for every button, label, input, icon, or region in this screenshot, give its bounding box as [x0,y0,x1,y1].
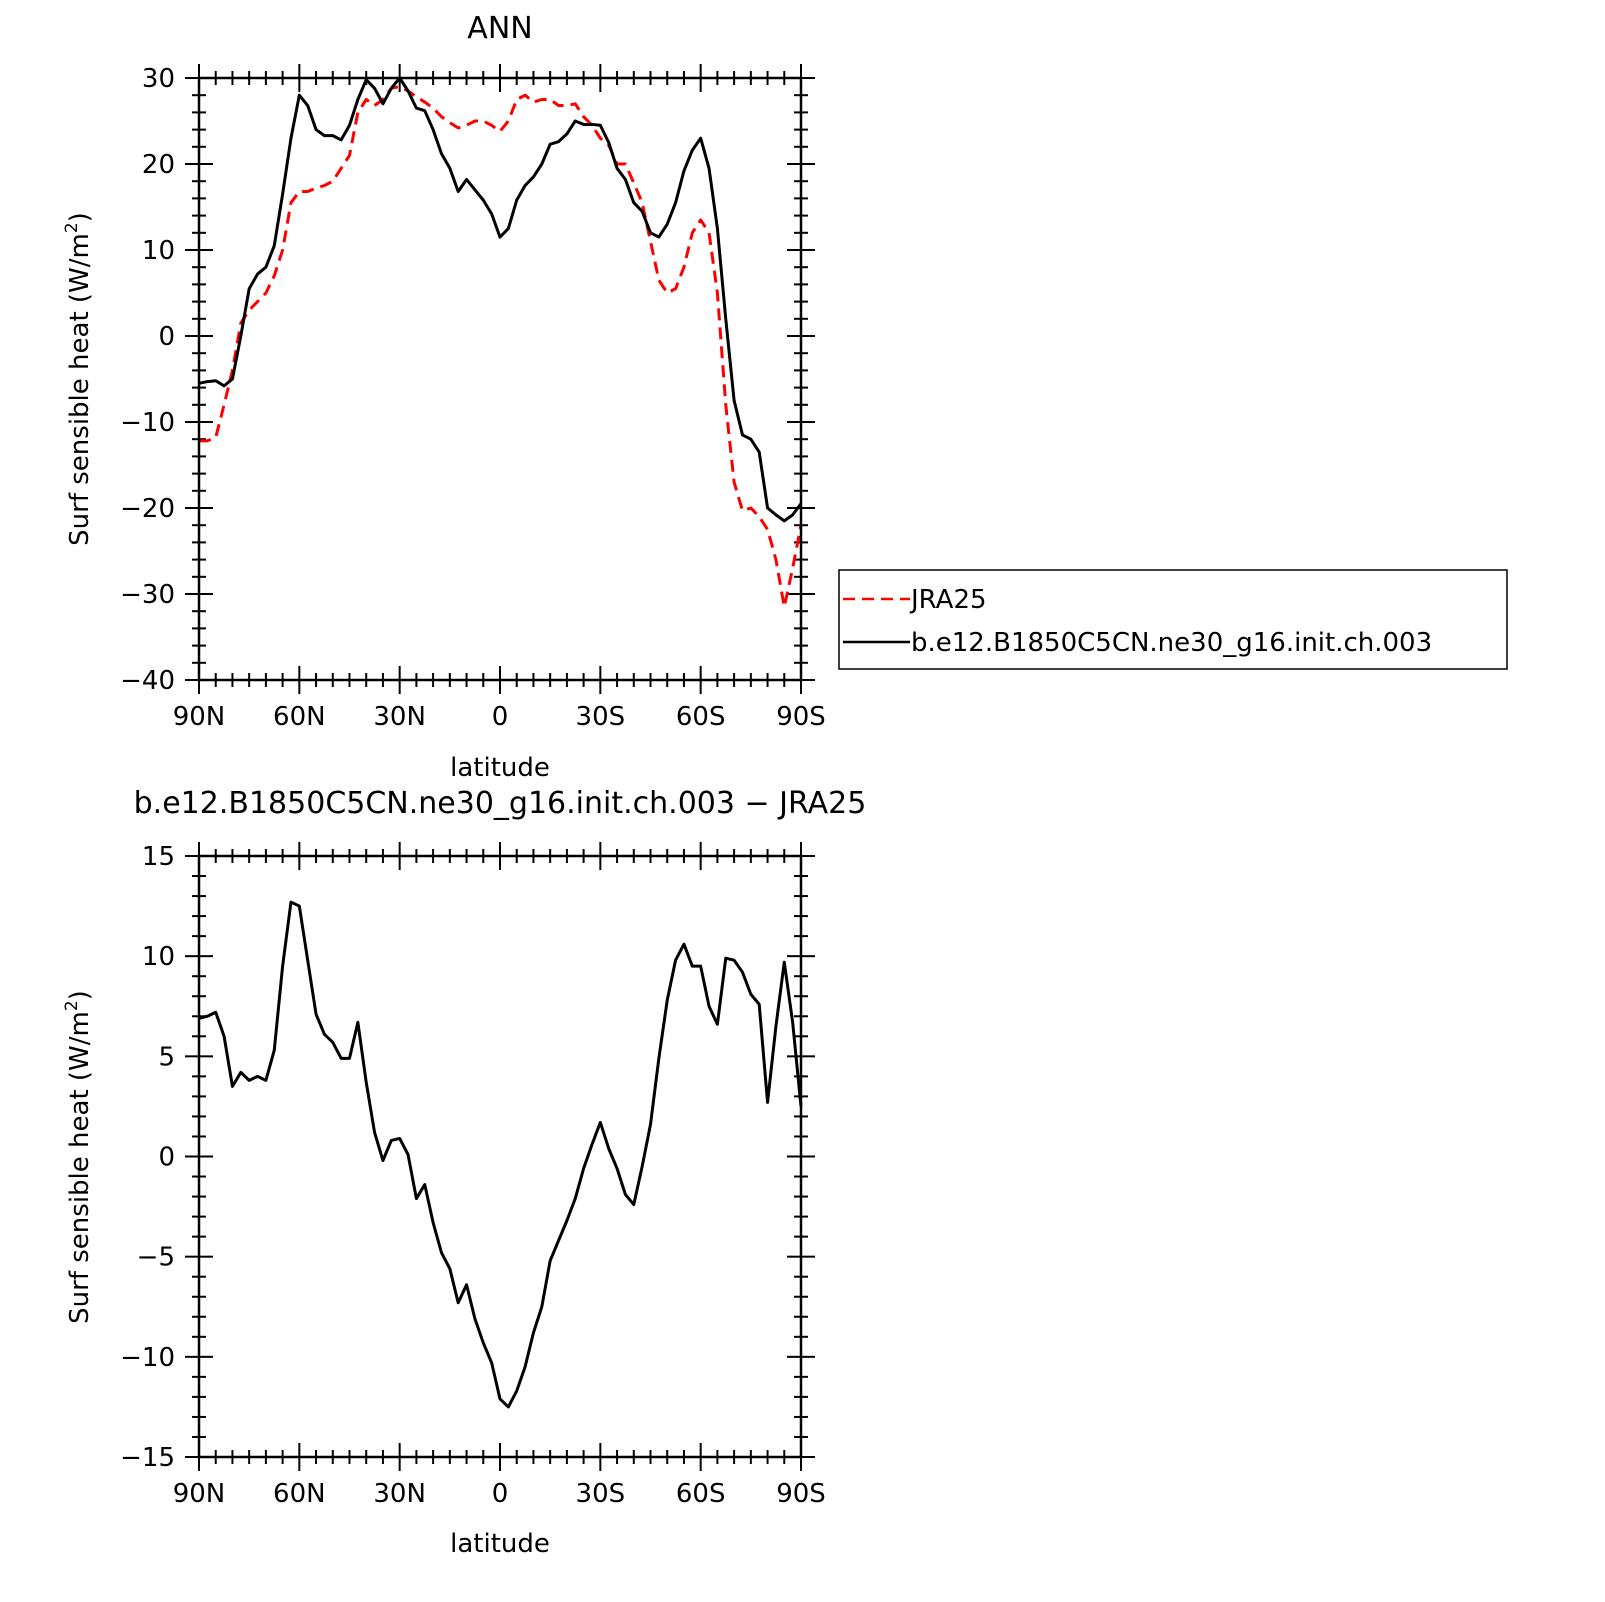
bottom-plot-frame [197,854,803,1459]
y-tick-label: −40 [120,666,175,696]
x-tick-label: 30S [576,702,626,732]
bottom-x-axis-title: latitude [450,1529,550,1559]
bottom-series-lines [198,900,803,1409]
x-tick-label: 90S [776,1479,826,1509]
top-series-line-1 [198,76,803,523]
top-y-axis-title: Surf sensible heat (W/m2) [62,212,95,546]
top-plot-frame [197,76,803,682]
x-tick-label: 30N [373,702,426,732]
top-x-axis-title: latitude [450,753,550,783]
legend-label-jra25: JRA25 [909,585,987,615]
y-tick-label: 20 [142,150,175,180]
bottom-y-axis-title-sup: 2 [62,1000,82,1011]
top-series-lines [198,76,803,609]
x-tick-label: 90N [173,1479,226,1509]
top-tick-marks [185,64,815,694]
top-plot-title: ANN [467,11,532,46]
bottom-tick-marks [185,842,815,1471]
top-x-tick-labels: 90N 60N 30N 0 30S 60S 90S [173,702,826,732]
x-tick-label: 0 [492,702,509,732]
top-y-axis-title-end: ) [65,212,95,222]
top-y-axis-title-base: Surf sensible heat (W/m [65,233,95,546]
bottom-y-tick-labels: −15 −10 −5 0 5 10 15 [120,842,175,1473]
y-tick-label: 5 [158,1042,175,1072]
y-tick-label: −5 [137,1243,175,1273]
top-y-axis-title-sup: 2 [62,222,82,233]
top-y-tick-labels: −40 −30 −20 −10 0 10 20 30 [120,64,175,696]
y-tick-label: −15 [120,1443,175,1473]
y-tick-label: 10 [142,236,175,266]
bottom-series-line-0 [198,900,803,1409]
legend-box [838,569,1508,670]
legend-label-model: b.e12.B1850C5CN.ne30_g16.init.ch.003 [911,628,1432,658]
top-panel: ANN 90N 60N 30N 0 30S 60S 90S −40 −30 −20 −10 0 10 2… [62,11,1508,783]
y-tick-label: 0 [158,322,175,352]
y-tick-label: −10 [120,408,175,438]
y-tick-label: −10 [120,1343,175,1373]
y-tick-label: 15 [142,842,175,872]
bottom-y-axis-title-end: ) [65,990,95,1000]
top-series-line-0 [199,85,803,609]
bottom-plot-title: b.e12.B1850C5CN.ne30_g16.init.ch.003 − J… [134,786,867,821]
y-tick-label: 0 [158,1143,175,1173]
bottom-y-axis-title: Surf sensible heat (W/m2) [62,990,95,1324]
x-tick-label: 60S [676,1479,726,1509]
x-tick-label: 90N [173,702,226,732]
x-tick-label: 30N [373,1479,426,1509]
legend: JRA25 b.e12.B1850C5CN.ne30_g16.init.ch.0… [838,569,1508,670]
bottom-x-tick-labels: 90N 60N 30N 0 30S 60S 90S [173,1479,826,1509]
y-tick-label: 10 [142,942,175,972]
y-tick-label: −20 [120,494,175,524]
x-tick-label: 60N [273,702,326,732]
x-tick-label: 90S [776,702,826,732]
y-tick-label: −30 [120,580,175,610]
x-tick-label: 60S [676,702,726,732]
x-tick-label: 30S [576,1479,626,1509]
y-tick-label: 30 [142,64,175,94]
x-tick-label: 0 [492,1479,509,1509]
bottom-panel: b.e12.B1850C5CN.ne30_g16.init.ch.003 − J… [62,786,866,1559]
bottom-y-axis-title-base: Surf sensible heat (W/m [65,1011,95,1324]
x-tick-label: 60N [273,1479,326,1509]
